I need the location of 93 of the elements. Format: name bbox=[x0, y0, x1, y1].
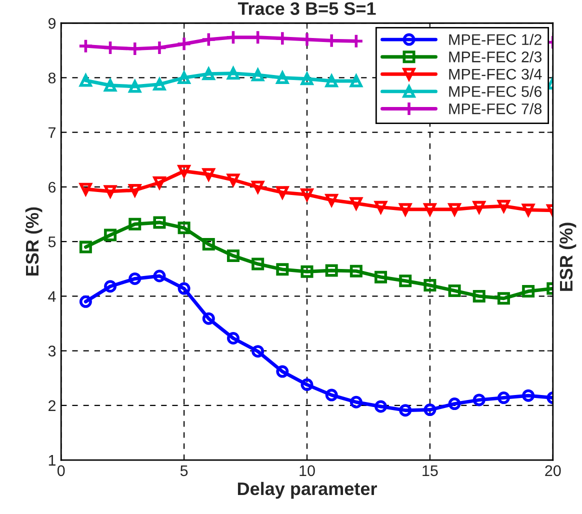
x-tick-label: 15 bbox=[422, 465, 438, 476]
point bbox=[202, 68, 215, 80]
point bbox=[448, 203, 461, 216]
point bbox=[399, 274, 412, 288]
point bbox=[104, 185, 117, 198]
point bbox=[497, 200, 510, 212]
point bbox=[424, 279, 436, 292]
point bbox=[128, 272, 142, 285]
point bbox=[350, 396, 362, 408]
point bbox=[472, 394, 486, 406]
point bbox=[522, 285, 535, 298]
point bbox=[300, 378, 314, 391]
point bbox=[226, 250, 240, 262]
point bbox=[128, 80, 142, 93]
point bbox=[522, 389, 535, 402]
legend-label: MPE-FEC 3/4 bbox=[449, 68, 542, 80]
x-tick-label: 10 bbox=[300, 465, 315, 476]
point bbox=[178, 71, 190, 84]
y-tick-label: 9 bbox=[48, 18, 56, 29]
point bbox=[325, 194, 338, 206]
point bbox=[104, 79, 117, 92]
point bbox=[104, 228, 117, 242]
point bbox=[300, 188, 314, 201]
y-tick-label: 6 bbox=[48, 182, 56, 193]
point bbox=[350, 264, 362, 278]
point bbox=[226, 332, 240, 344]
point bbox=[522, 204, 535, 216]
point bbox=[79, 295, 92, 308]
legend-label: MPE-FEC 2/3 bbox=[449, 51, 542, 62]
point bbox=[226, 67, 240, 80]
point bbox=[424, 203, 436, 216]
point bbox=[374, 270, 388, 284]
y-tick-label: 3 bbox=[48, 346, 56, 356]
y2-axis-title: ESR (%) bbox=[559, 222, 576, 291]
point bbox=[300, 265, 314, 278]
point bbox=[325, 264, 338, 277]
point bbox=[300, 72, 314, 86]
point bbox=[325, 388, 338, 402]
y-tick-label: 1 bbox=[48, 455, 56, 466]
point bbox=[201, 32, 216, 48]
point bbox=[374, 400, 388, 413]
point bbox=[448, 284, 461, 297]
point bbox=[127, 41, 143, 56]
point bbox=[276, 263, 289, 276]
point bbox=[79, 240, 92, 254]
y-tick-label: 5 bbox=[48, 236, 56, 248]
point bbox=[299, 32, 315, 48]
point bbox=[399, 203, 412, 216]
point bbox=[448, 398, 461, 410]
point bbox=[152, 40, 168, 56]
point bbox=[472, 290, 486, 302]
y-tick-label: 7 bbox=[48, 127, 56, 138]
point bbox=[128, 218, 142, 230]
point bbox=[153, 270, 166, 282]
point bbox=[252, 180, 264, 194]
point bbox=[226, 174, 240, 186]
point bbox=[276, 186, 289, 199]
point bbox=[79, 182, 92, 196]
legend-label: MPE-FEC 5/6 bbox=[449, 86, 542, 97]
legend-label: MPE-FEC 7/8 bbox=[449, 103, 542, 114]
point bbox=[78, 38, 94, 54]
point bbox=[102, 40, 118, 56]
x-tick-label: 5 bbox=[180, 465, 188, 476]
point bbox=[252, 258, 264, 270]
point bbox=[79, 74, 92, 87]
point bbox=[350, 74, 362, 88]
point bbox=[104, 280, 117, 293]
x-tick-label: 20 bbox=[545, 465, 561, 476]
point bbox=[178, 222, 190, 234]
legend-label: MPE-FEC 1/2 bbox=[449, 34, 542, 46]
chart-title: Trace 3 B=5 S=1 bbox=[238, 2, 376, 15]
point bbox=[276, 71, 289, 84]
point bbox=[497, 292, 510, 305]
y-axis-title: ESR (%) bbox=[25, 207, 42, 276]
point bbox=[202, 168, 215, 181]
y-tick-label: 4 bbox=[48, 291, 56, 302]
point bbox=[178, 282, 190, 295]
point bbox=[176, 36, 192, 52]
x-axis-title: Delay parameter bbox=[238, 482, 377, 499]
point bbox=[202, 238, 215, 251]
point bbox=[399, 404, 412, 417]
point bbox=[497, 392, 510, 404]
x-tick-label: 0 bbox=[57, 465, 65, 476]
point bbox=[350, 197, 362, 210]
point bbox=[325, 74, 338, 88]
point bbox=[424, 404, 436, 416]
point bbox=[276, 365, 289, 378]
y-tick-label: 8 bbox=[48, 72, 56, 84]
point bbox=[252, 68, 264, 82]
point bbox=[252, 345, 264, 358]
point bbox=[202, 312, 215, 325]
y-tick-label: 2 bbox=[48, 400, 56, 411]
point bbox=[153, 216, 166, 229]
